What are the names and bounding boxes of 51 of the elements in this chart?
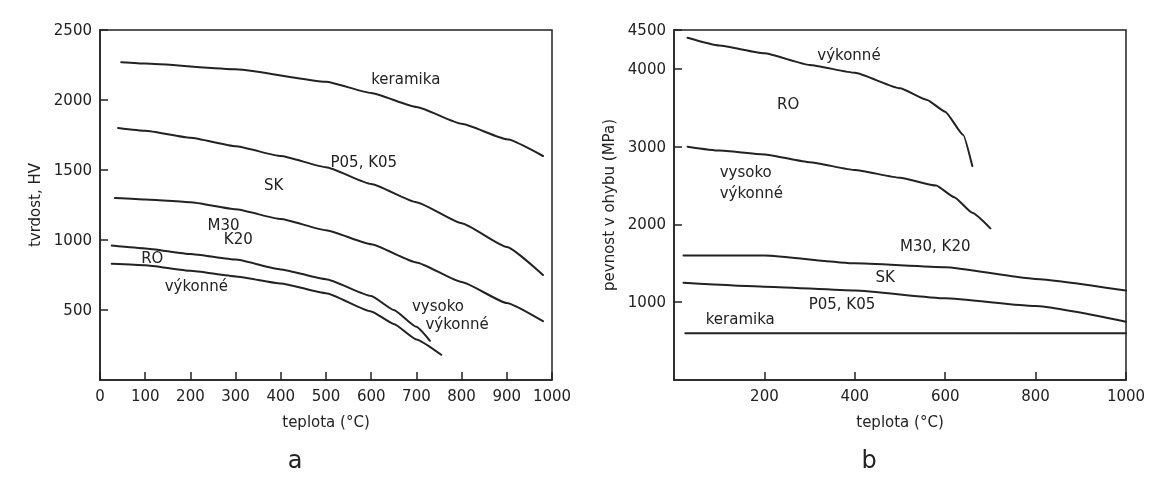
x-tick-label: 200 [176, 386, 205, 405]
text: b [861, 446, 877, 474]
annotation: výkonné [425, 315, 489, 333]
annotation: keramika [371, 70, 441, 88]
y-tick-label: 3000 [627, 137, 666, 156]
x-tick-label: 100 [130, 386, 160, 405]
annotation: P05, K05 [330, 152, 398, 171]
annotation: RO [777, 94, 800, 113]
annotation: K20 [223, 229, 253, 248]
y-tick-label: 4500 [627, 21, 666, 39]
x-tick-label: 1000 [1106, 386, 1146, 405]
x-tick-label: 500 [311, 386, 341, 405]
annotation: M30, K20 [900, 237, 971, 256]
x-tick-label: 800 [1021, 386, 1050, 405]
x-tick-label: 600 [356, 386, 386, 405]
x-tick-label: 400 [840, 386, 870, 405]
y-tick-label: 1000 [53, 231, 92, 249]
y-tick-label: 2000 [53, 91, 92, 109]
x-tick-label: 900 [492, 386, 522, 405]
y-tick-label: 1500 [53, 161, 92, 179]
line-series [120, 61, 544, 157]
annotation: výkonné [164, 276, 228, 295]
annotation: výkonné [817, 45, 881, 64]
y-axis-title: pevnost v ohybu (MPa) [599, 119, 618, 291]
x-tick-label: 1000 [532, 386, 572, 405]
text: a [287, 446, 303, 474]
x-tick-label: 700 [402, 386, 431, 405]
y-tick-label: 1000 [627, 293, 666, 312]
annotation: výkonné [719, 184, 783, 203]
x-tick-label: 0 [95, 386, 105, 405]
x-axis-title: teplota (°C) [282, 412, 370, 431]
annotation: vysoko [411, 296, 464, 315]
line-series [686, 145, 992, 230]
y-tick-label: 500 [63, 301, 92, 319]
x-tick-label: 200 [750, 386, 779, 405]
x-tick-label: 400 [266, 386, 296, 405]
annotation: SK [264, 176, 285, 195]
annotation: P05, K05 [808, 294, 876, 313]
y-tick-label: 2500 [53, 21, 92, 39]
x-tick-label: 300 [221, 386, 250, 405]
annotation: keramika [705, 310, 775, 329]
annotation: SK [875, 268, 897, 287]
line-series [117, 127, 544, 276]
x-axis-title: teplota (°C) [856, 412, 944, 431]
y-axis-title: tvrdost, HV [25, 162, 44, 248]
x-tick-label: 600 [930, 386, 960, 405]
y-tick-label: 2000 [627, 215, 666, 234]
annotation: RO [141, 248, 164, 267]
annotation: vysoko [719, 162, 772, 181]
x-tick-label: 800 [447, 386, 476, 405]
y-tick-label: 4000 [627, 59, 666, 78]
